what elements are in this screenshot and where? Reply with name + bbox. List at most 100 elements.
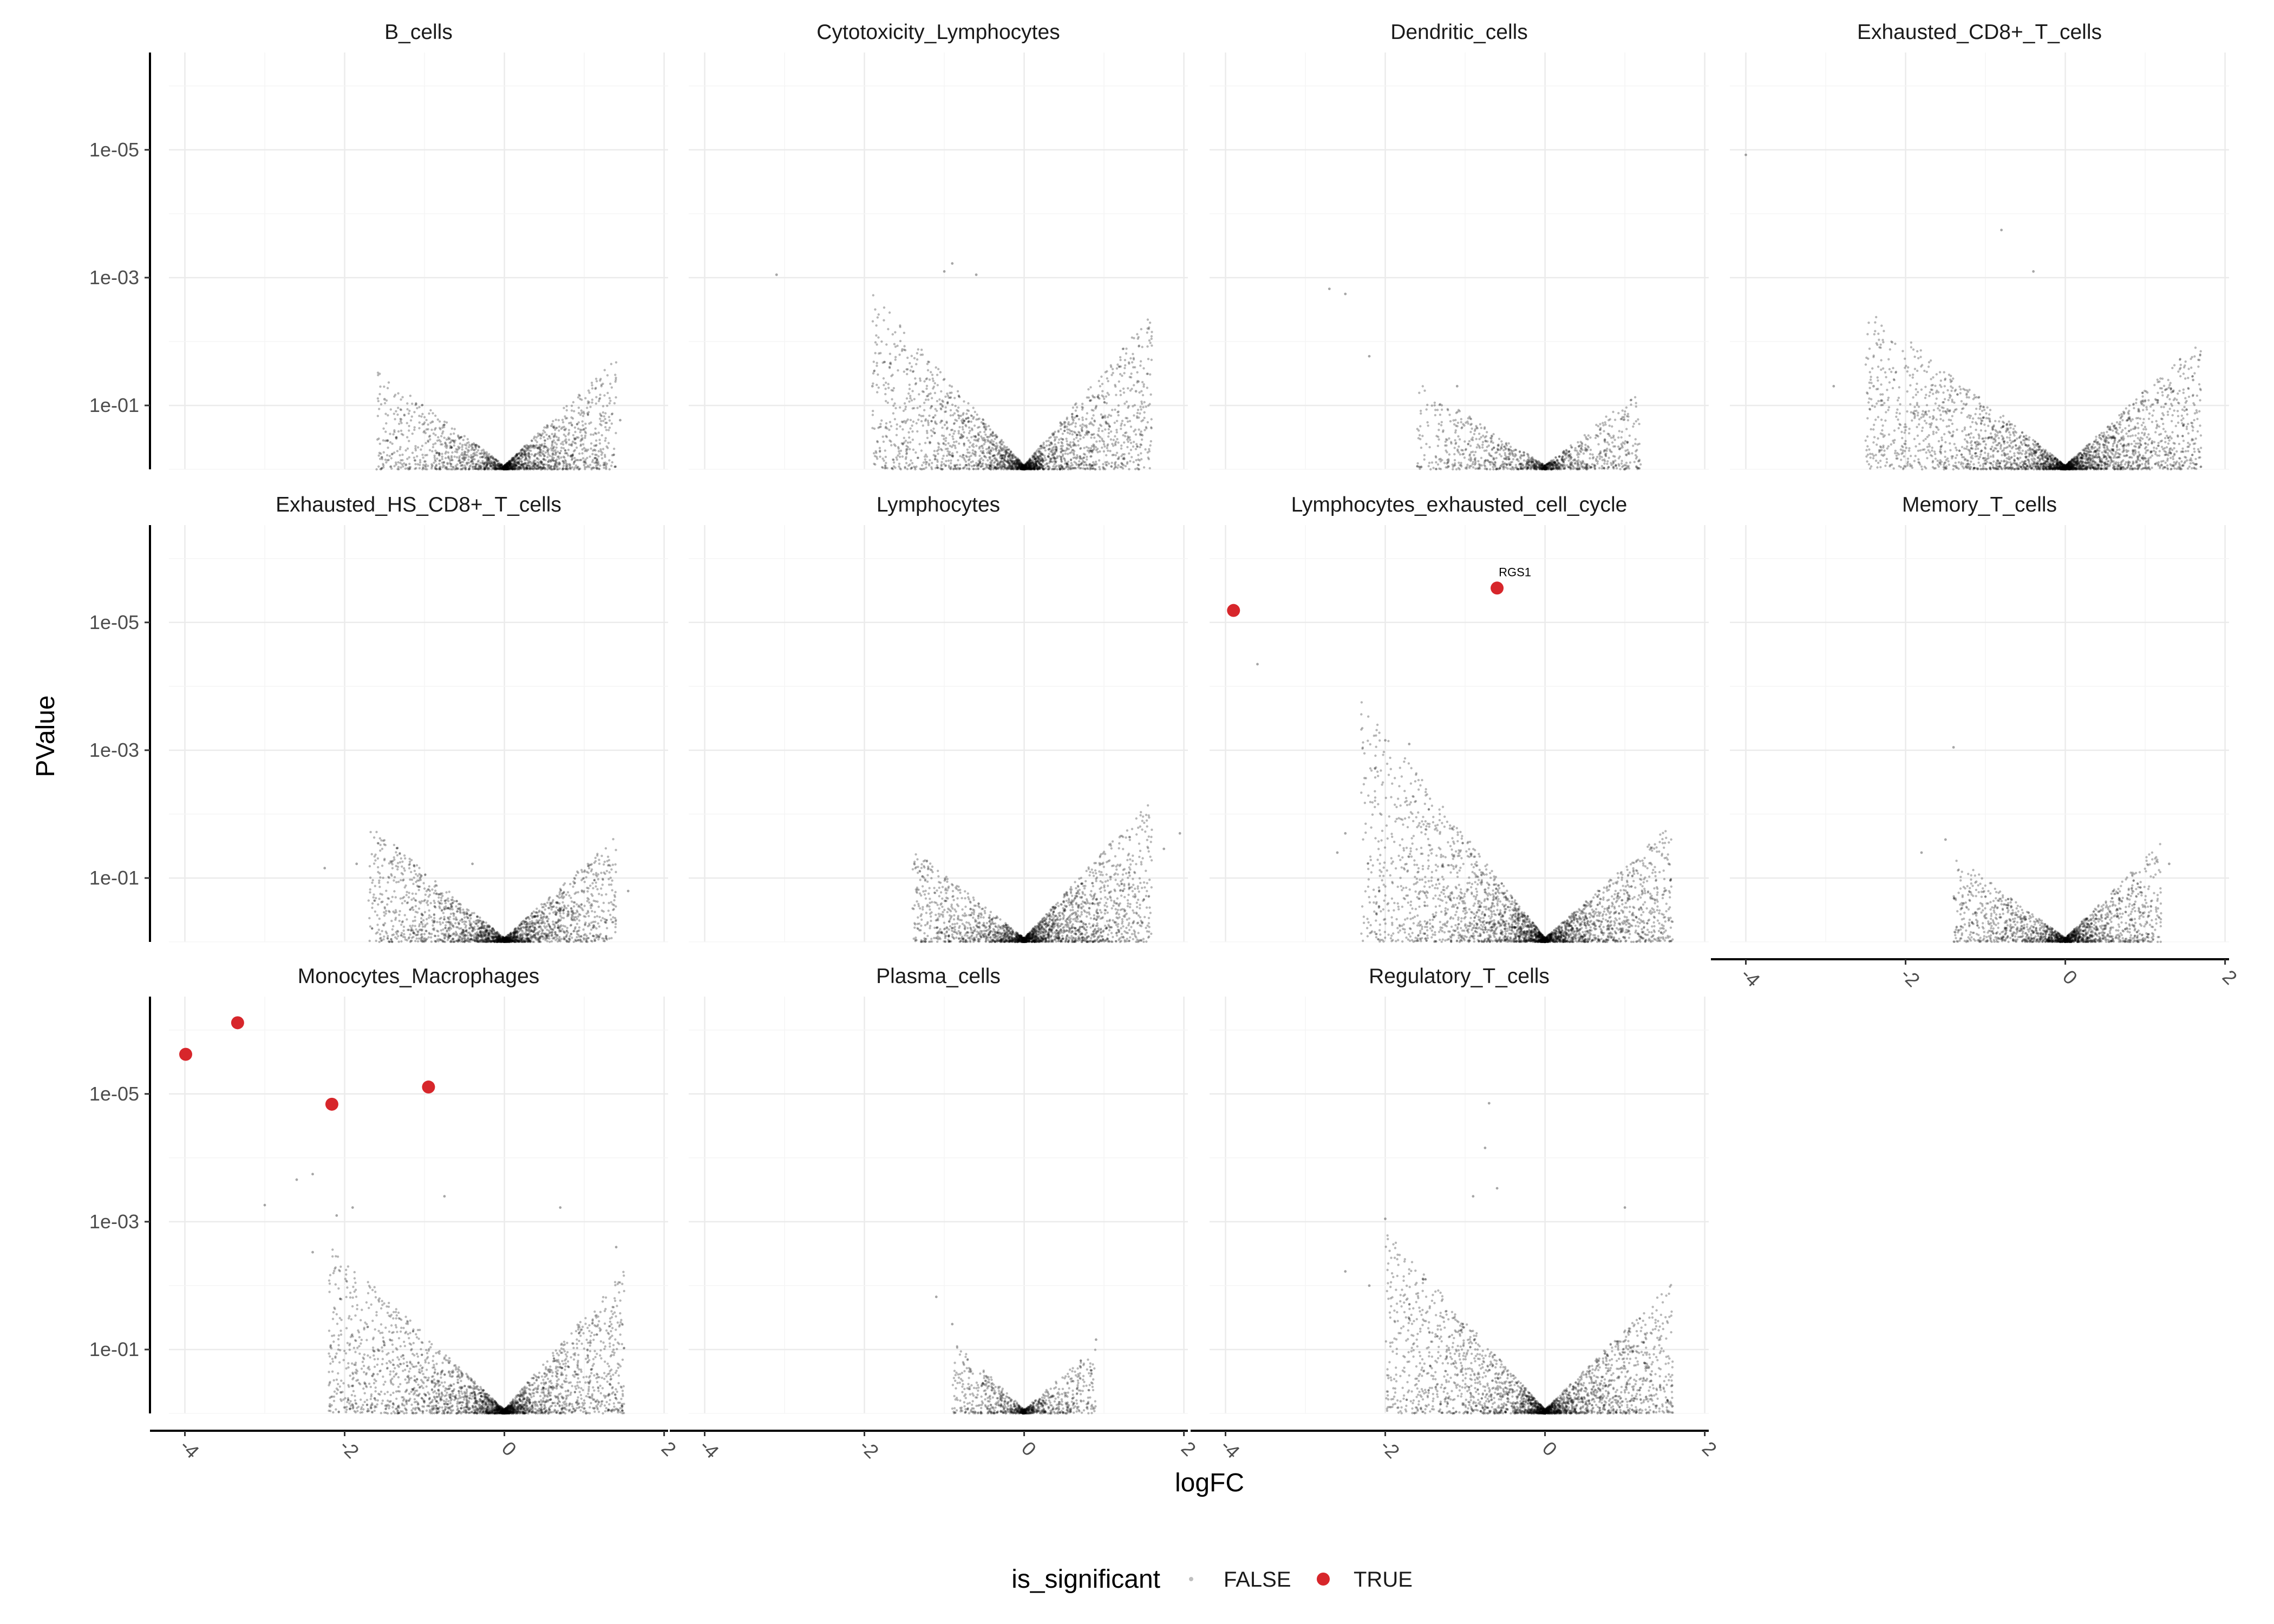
data-point <box>471 458 474 461</box>
data-point <box>1478 433 1481 435</box>
data-point <box>605 429 608 431</box>
data-point <box>926 369 930 372</box>
data-point <box>439 467 441 470</box>
data-point <box>1096 447 1099 450</box>
data-point <box>529 467 532 470</box>
data-point <box>478 466 481 469</box>
data-point <box>1015 464 1017 468</box>
data-point <box>376 415 380 417</box>
data-point <box>593 444 596 447</box>
data-point <box>911 424 913 427</box>
data-point <box>464 467 467 469</box>
data-point <box>971 460 975 463</box>
data-point <box>1086 464 1088 467</box>
y-tick-label: 1e-01 <box>89 394 139 416</box>
data-point <box>609 400 612 402</box>
data-point <box>481 460 484 462</box>
data-point <box>553 467 556 470</box>
data-point <box>610 386 613 389</box>
data-point <box>551 433 553 435</box>
data-point <box>588 391 591 394</box>
data-point <box>439 428 442 430</box>
data-point <box>470 448 473 451</box>
data-point <box>1143 429 1146 431</box>
data-point <box>1626 412 1630 415</box>
data-point <box>495 468 498 471</box>
data-point <box>1114 408 1116 411</box>
data-point <box>1606 460 1609 463</box>
data-point <box>1099 440 1101 443</box>
data-point <box>988 456 991 459</box>
data-point <box>404 464 407 467</box>
data-point <box>983 443 986 446</box>
data-point <box>1473 458 1476 461</box>
data-point <box>1445 438 1448 441</box>
data-point <box>890 425 893 428</box>
data-point <box>1518 450 1521 453</box>
data-point <box>936 409 938 412</box>
data-point <box>546 468 549 471</box>
data-point <box>1015 456 1017 459</box>
data-point <box>1047 455 1050 458</box>
data-point <box>380 452 382 455</box>
data-point <box>1095 440 1098 443</box>
data-point <box>1123 359 1127 362</box>
data-point <box>403 414 406 416</box>
data-point <box>564 435 567 438</box>
data-point <box>392 433 395 436</box>
data-point <box>939 371 942 374</box>
data-point <box>502 465 505 468</box>
data-point <box>940 408 943 411</box>
data-point <box>945 437 948 440</box>
data-point <box>1097 429 1100 433</box>
data-point <box>575 446 578 449</box>
data-point <box>408 440 410 442</box>
data-point <box>1054 443 1056 446</box>
data-point <box>602 420 605 422</box>
data-point <box>1423 389 1426 392</box>
data-point <box>1484 439 1487 442</box>
data-point <box>584 431 587 435</box>
data-point <box>953 430 956 433</box>
data-point <box>590 467 593 469</box>
data-point <box>400 398 402 401</box>
data-point <box>1434 409 1437 411</box>
data-point <box>1509 446 1512 448</box>
data-point <box>1610 436 1613 439</box>
data-point <box>1101 430 1104 433</box>
data-point <box>551 457 554 460</box>
data-point <box>1478 447 1481 449</box>
data-point <box>1045 440 1048 443</box>
data-point <box>493 466 496 469</box>
data-point <box>457 446 460 448</box>
data-point <box>493 461 495 464</box>
data-point <box>1087 396 1090 399</box>
data-point <box>902 409 905 412</box>
data-point <box>1147 358 1150 361</box>
data-point <box>1481 441 1485 443</box>
data-point <box>905 397 909 400</box>
data-point <box>936 384 939 387</box>
data-point <box>1489 463 1492 466</box>
data-point <box>478 468 481 470</box>
data-point <box>462 466 465 469</box>
data-point <box>596 380 598 383</box>
data-point <box>517 468 520 470</box>
data-point <box>413 411 416 414</box>
data-point <box>968 458 971 461</box>
data-point <box>560 456 563 459</box>
data-point <box>456 467 459 470</box>
data-point <box>587 389 590 392</box>
data-point <box>925 461 929 464</box>
data-point <box>610 363 613 365</box>
data-point <box>604 412 607 415</box>
data-point <box>1634 438 1637 441</box>
data-point <box>450 455 453 457</box>
data-point <box>402 434 404 436</box>
data-point <box>918 443 921 446</box>
data-point <box>468 461 471 464</box>
data-point <box>378 442 381 445</box>
data-point <box>400 409 403 411</box>
data-point <box>931 377 935 380</box>
data-point <box>584 397 587 400</box>
